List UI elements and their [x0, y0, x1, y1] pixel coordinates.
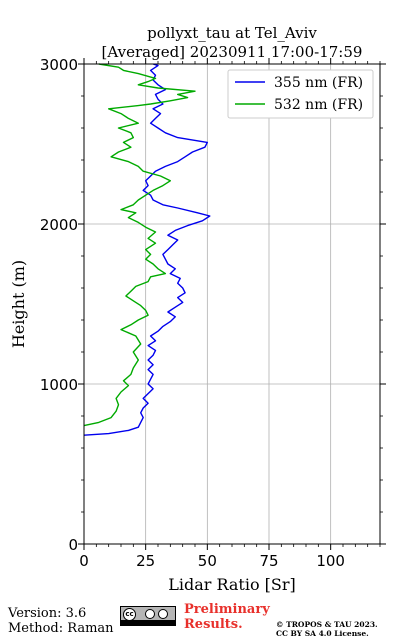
x-tick-label: 75 — [259, 552, 278, 570]
cc-license-badge: cc — [120, 606, 176, 626]
chart-title: pollyxt_tau at Tel_Aviv — [147, 24, 317, 42]
sa-icon — [158, 609, 168, 619]
footer-info: Version: 3.6 Method: Raman — [8, 606, 114, 636]
grid-lines — [84, 64, 380, 544]
chart-subtitle: [Averaged] 20230911 17:00-17:59 — [102, 43, 363, 61]
lidar-ratio-chart: pollyxt_tau at Tel_Aviv [Averaged] 20230… — [9, 24, 386, 594]
preliminary-line2: Results. — [184, 617, 243, 632]
method-text: Method: Raman — [8, 621, 114, 636]
x-tick-label: 50 — [198, 552, 217, 570]
x-tick-label: 0 — [79, 552, 89, 570]
y-tick-label: 2000 — [40, 216, 78, 234]
x-tick-label: 25 — [136, 552, 155, 570]
license-text: © TROPOS & TAU 2023. CC BY SA 4.0 Licens… — [276, 620, 378, 638]
legend-label-532: 532 nm (FR) — [274, 97, 363, 113]
series-line-355 — [83, 63, 211, 436]
preliminary-notice: Preliminary Results. — [184, 602, 270, 632]
license-line2: CC BY SA 4.0 License. — [276, 629, 369, 638]
license-line1: © TROPOS & TAU 2023. — [276, 620, 378, 629]
x-tick-label: 100 — [316, 552, 345, 570]
by-icon — [145, 609, 155, 619]
version-text: Version: 3.6 — [8, 606, 87, 621]
plot-frame — [83, 63, 381, 545]
y-tick-label: 0 — [68, 536, 78, 554]
x-axis-label: Lidar Ratio [Sr] — [168, 575, 296, 594]
legend-label-355: 355 nm (FR) — [274, 75, 363, 91]
y-tick-label: 3000 — [40, 56, 78, 74]
y-tick-label: 1000 — [40, 376, 78, 394]
preliminary-line1: Preliminary — [184, 602, 270, 617]
legend: 355 nm (FR) 532 nm (FR) — [227, 69, 374, 119]
plot-lines — [83, 63, 211, 436]
series-line-532 — [83, 63, 196, 427]
cc-badge-bottom — [121, 620, 175, 625]
y-axis-label: Height (m) — [9, 260, 28, 348]
